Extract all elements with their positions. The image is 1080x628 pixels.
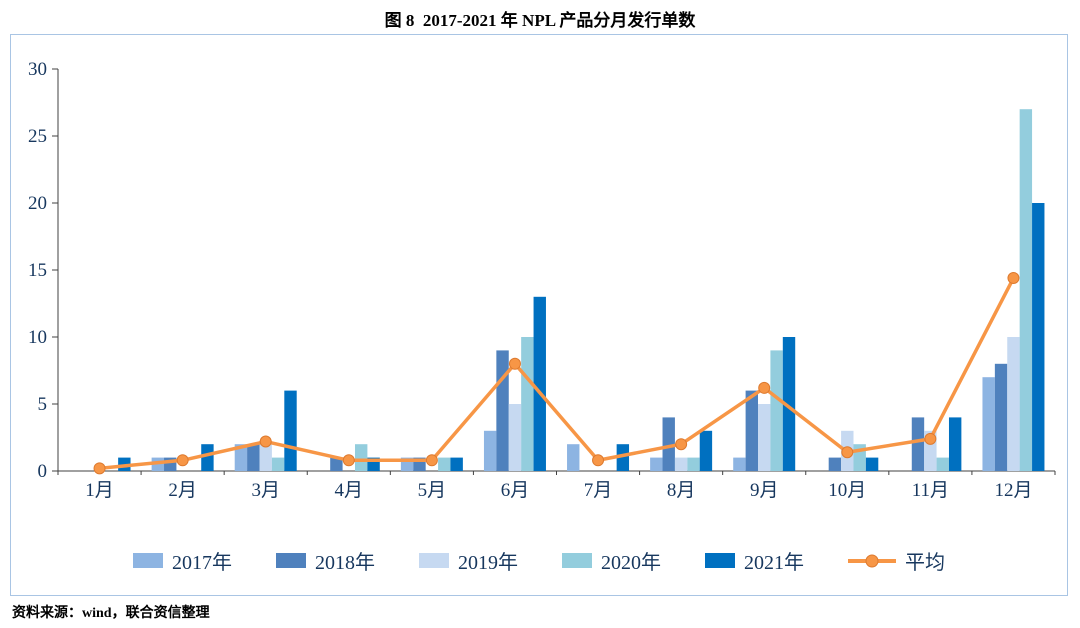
legend-item-2019年: 2019年 [419, 546, 518, 575]
x-axis-label: 6月 [501, 480, 530, 501]
average-marker-9月 [758, 381, 771, 394]
bar-2020年-6月 [521, 337, 534, 471]
legend-label: 2021年 [744, 552, 804, 574]
x-axis-label: 9月 [750, 480, 779, 501]
bar-2019年-3月 [259, 444, 272, 471]
average-marker-1月 [93, 462, 106, 475]
chart-legend: 2017年 2018年 2019年 2020年 2021年 平均 [11, 546, 1067, 575]
average-marker-12月 [1007, 272, 1020, 285]
average-marker-10月 [841, 446, 854, 459]
bar-2021年-7月 [616, 444, 630, 471]
x-axis-label: 2月 [168, 480, 197, 501]
y-axis-label: 25 [28, 126, 47, 147]
legend-label: 2019年 [458, 552, 518, 574]
x-axis-label: 12月 [994, 480, 1032, 501]
bar-2018年-3月 [247, 444, 260, 471]
bar-2018年-6月 [496, 350, 509, 471]
bar-2020年-4月 [354, 444, 368, 471]
bar-2019年-12月 [1007, 337, 1020, 471]
bar-2020年-12月 [1019, 109, 1033, 471]
x-axis-label: 11月 [912, 480, 949, 501]
legend-label: 2018年 [315, 552, 375, 574]
bar-2020年-8月 [687, 457, 700, 471]
bar-2017年-7月 [567, 444, 580, 471]
bar-2021年-11月 [948, 417, 962, 471]
x-axis-label: 1月 [85, 480, 114, 501]
bar-2021年-6月 [533, 296, 546, 471]
legend-color-swatch [705, 553, 735, 568]
x-axis-label: 8月 [667, 480, 696, 501]
legend-color-swatch [419, 553, 449, 568]
y-axis-label: 5 [38, 394, 48, 415]
x-axis-label: 10月 [828, 480, 866, 501]
legend-item-平均: 平均 [848, 546, 945, 575]
average-marker-5月 [425, 454, 438, 467]
average-marker-4月 [342, 454, 355, 467]
bar-2018年-11月 [911, 417, 925, 471]
bar-2020年-9月 [770, 350, 783, 471]
y-axis-label: 20 [28, 193, 47, 214]
bar-2017年-8月 [650, 457, 663, 471]
chart-title: 图 8 2017-2021 年 NPL 产品分月发行单数 [384, 11, 696, 30]
legend-label: 2017年 [172, 552, 232, 574]
legend-color-swatch [276, 553, 306, 568]
y-axis-label: 15 [28, 260, 47, 281]
y-axis-label: 10 [28, 327, 47, 348]
source-note: 资料来源：wind，联合资信整理 [12, 606, 210, 621]
average-marker-2月 [176, 454, 189, 467]
legend-color-swatch [562, 553, 592, 568]
average-marker-8月 [675, 438, 688, 451]
bar-2017年-12月 [982, 377, 995, 471]
bar-2017年-9月 [733, 457, 746, 471]
bar-2021年-8月 [699, 430, 713, 471]
y-axis-label: 0 [38, 461, 48, 482]
average-marker-11月 [924, 432, 937, 445]
bar-2021年-10月 [865, 457, 879, 471]
bar-2018年-12月 [994, 363, 1008, 471]
bar-2021年-3月 [284, 390, 297, 471]
bar-2020年-5月 [438, 457, 451, 471]
x-axis-label: 7月 [584, 480, 613, 501]
bar-2018年-9月 [745, 390, 759, 471]
legend-line-marker [865, 554, 879, 567]
legend-item-2020年: 2020年 [562, 546, 661, 575]
legend-item-2018年: 2018年 [276, 546, 375, 575]
bar-2019年-9月 [758, 404, 771, 471]
bar-2019年-6月 [508, 404, 522, 471]
x-axis-label: 5月 [418, 480, 447, 501]
bar-2020年-3月 [271, 457, 285, 471]
average-line [97, 276, 1016, 471]
legend-label: 2020年 [601, 552, 661, 574]
bar-2018年-4月 [330, 457, 343, 471]
bar-2021年-9月 [782, 337, 796, 471]
legend-color-swatch [133, 553, 163, 568]
legend-label: 平均 [905, 552, 945, 574]
average-marker-6月 [508, 357, 521, 370]
x-axis-label: 3月 [251, 480, 280, 501]
legend-item-2017年: 2017年 [133, 546, 232, 575]
bar-2019年-8月 [674, 457, 688, 471]
y-axis-label: 30 [28, 59, 47, 80]
legend-line-swatch [848, 554, 896, 567]
bar-2021年-12月 [1032, 203, 1045, 471]
bar-2021年-5月 [450, 457, 463, 471]
legend-item-2021年: 2021年 [705, 546, 804, 575]
bar-2018年-10月 [828, 457, 842, 471]
bar-2017年-3月 [234, 444, 248, 471]
bar-2020年-11月 [936, 457, 949, 471]
bar-2018年-8月 [662, 417, 675, 471]
average-marker-7月 [592, 454, 605, 467]
x-axis-label: 4月 [335, 480, 364, 501]
npl-monthly-issuance-chart: 0 5 10 15 20 25 30 1月 2月 3月 4月 5月 6月 7月 8月 9月 10月 11月 12月 [28, 59, 1056, 501]
bar-2021年-2月 [201, 444, 214, 471]
chart-area: 0 5 10 15 20 25 30 1月 2月 3月 4月 5月 6月 7月 8月 9月 10月 11月 12月 … [10, 34, 1068, 596]
average-marker-3月 [259, 435, 272, 448]
bar-2017年-6月 [483, 430, 497, 471]
